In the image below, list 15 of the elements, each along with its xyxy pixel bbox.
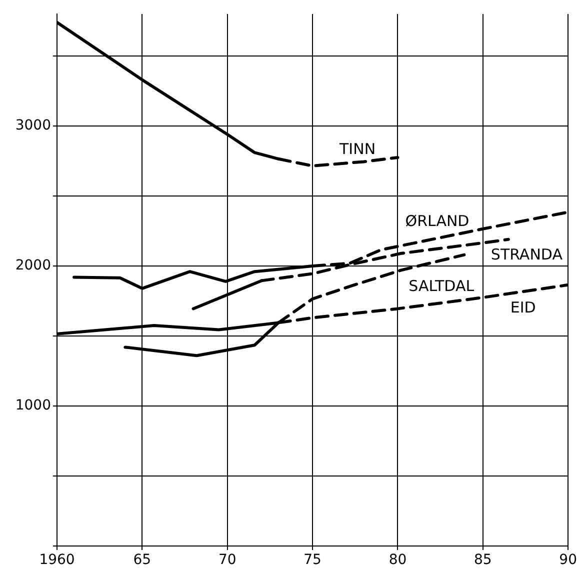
series-label: ØRLAND — [405, 212, 470, 230]
y-tick-label: 1000 — [15, 398, 51, 414]
series-label: SALTDAL — [408, 276, 475, 295]
x-tick-label: 75 — [304, 552, 322, 568]
y-tick-label: 3000 — [15, 118, 51, 134]
series-label: TINN — [338, 140, 376, 158]
x-tick-label: 80 — [388, 552, 407, 568]
x-tick-label: 65 — [133, 552, 152, 568]
series-label: EID — [510, 298, 536, 317]
series-label: STRANDA — [490, 245, 564, 264]
y-tick-label: 2000 — [15, 258, 51, 274]
x-tick-label: 70 — [218, 552, 236, 568]
x-tick-label: 90 — [559, 552, 578, 568]
x-tick-label: 1960 — [39, 552, 75, 568]
x-tick-label: 85 — [474, 552, 492, 568]
